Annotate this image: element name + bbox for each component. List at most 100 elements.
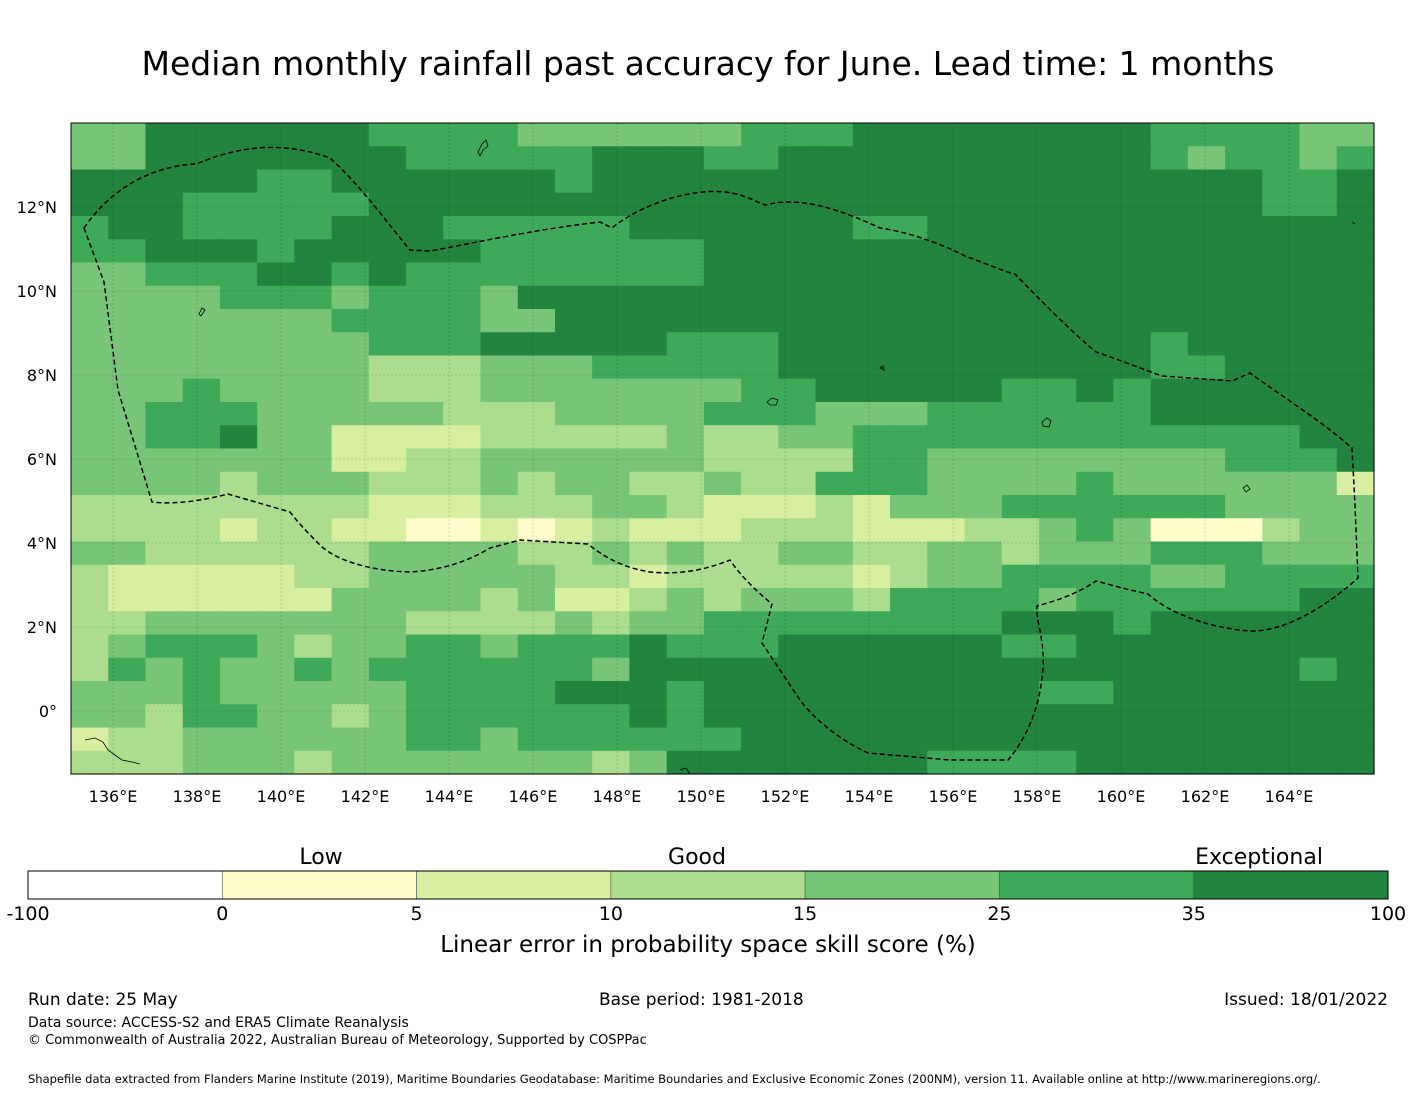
grid-cell (1001, 355, 1040, 380)
grid-cell (629, 402, 668, 426)
grid-cell (443, 402, 482, 426)
latitude-label: 8°N (27, 366, 57, 385)
grid-cell (108, 123, 147, 147)
grid-cell (1187, 588, 1226, 612)
grid-cell (257, 727, 295, 752)
grid-cell (1225, 704, 1263, 729)
grid-cell (182, 216, 221, 240)
grid-cell (443, 192, 482, 217)
grid-cell (815, 588, 854, 612)
grid-cell (368, 495, 407, 519)
grid-cell (1038, 471, 1077, 496)
grid-cell (1113, 634, 1152, 659)
grid-cell (145, 216, 184, 240)
grid-cell (1076, 541, 1114, 566)
grid-cell (219, 471, 258, 496)
grid-cell (592, 634, 631, 659)
graticule (71, 123, 1374, 774)
grid-cell (554, 541, 593, 566)
grid-cell (964, 564, 1003, 589)
grid-cell (592, 448, 631, 473)
grid-cell (964, 262, 1003, 287)
grid-cell (852, 518, 891, 543)
grid-cell (1336, 727, 1375, 752)
grid-cell (443, 425, 482, 450)
grid-cell (815, 564, 854, 589)
grid-cell (406, 402, 444, 426)
colorbar-swatch (999, 870, 1195, 900)
grid-cell (108, 169, 147, 194)
grid-cell (517, 657, 556, 682)
grid-cell (1001, 471, 1040, 496)
grid-cell (331, 123, 370, 147)
grid-cell (294, 309, 333, 333)
grid-cell (219, 239, 258, 264)
grid-cell (368, 332, 407, 357)
grid-cell (778, 332, 817, 357)
grid-cell (1113, 146, 1152, 171)
grid-cell (517, 588, 556, 612)
grid-cell (927, 681, 966, 705)
grid-cell (1038, 564, 1077, 589)
grid-cell (1150, 262, 1189, 287)
longitude-label: 160°E (1097, 787, 1146, 806)
grid-cell (182, 239, 221, 264)
grid-cell (852, 216, 891, 240)
grid-cell (1150, 564, 1189, 589)
grid-cell (257, 588, 295, 612)
grid-cell (406, 704, 444, 729)
grid-cell (182, 634, 221, 659)
grid-cell (890, 704, 928, 729)
grid-cell (964, 425, 1003, 450)
grid-cell (592, 402, 631, 426)
grid-cell (852, 262, 891, 287)
colorbar-swatch (416, 870, 612, 900)
grid-cell (554, 285, 593, 310)
grid-cell (219, 704, 258, 729)
grid-cell (554, 425, 593, 450)
grid-cell (1150, 285, 1189, 310)
grid-cell (1150, 378, 1189, 403)
grid-cell (219, 448, 258, 473)
grid-cell (368, 634, 407, 659)
grid-cell (331, 216, 370, 240)
grid-cell (1225, 471, 1263, 496)
grid-cell (852, 192, 891, 217)
grid-cell (1038, 681, 1077, 705)
grid-cell (443, 355, 482, 380)
grid-cell (1336, 146, 1375, 171)
grid-cell (480, 239, 519, 264)
grid-cell (1262, 704, 1301, 729)
grid-cell (257, 123, 295, 147)
grid-cell (443, 750, 482, 775)
grid-cell (554, 216, 593, 240)
grid-cell (1299, 239, 1338, 264)
grid-cell (1038, 634, 1077, 659)
grid-cell (815, 402, 854, 426)
grid-cell (852, 495, 891, 519)
grid-cell (480, 285, 519, 310)
grid-cell (1001, 611, 1040, 636)
grid-cell (443, 448, 482, 473)
grid-cell (443, 169, 482, 194)
grid-cell (778, 588, 817, 612)
grid-cell (592, 378, 631, 403)
grid-cell (629, 123, 668, 147)
grid-cell (108, 309, 147, 333)
grid-cell (554, 239, 593, 264)
longitude-label: 158°E (1013, 787, 1062, 806)
grid-cell (480, 611, 519, 636)
grid-cell (1113, 192, 1152, 217)
grid-cell (703, 471, 742, 496)
grid-cell (1299, 727, 1338, 752)
grid-cell (1113, 332, 1152, 357)
grid-cell (927, 146, 966, 171)
grid-cell (703, 123, 742, 147)
grid-cell (815, 634, 854, 659)
grid-cell (964, 495, 1003, 519)
grid-cell (1076, 332, 1114, 357)
grid-cell (368, 657, 407, 682)
grid-cell (443, 471, 482, 496)
grid-cell (294, 285, 333, 310)
grid-cell (629, 425, 668, 450)
